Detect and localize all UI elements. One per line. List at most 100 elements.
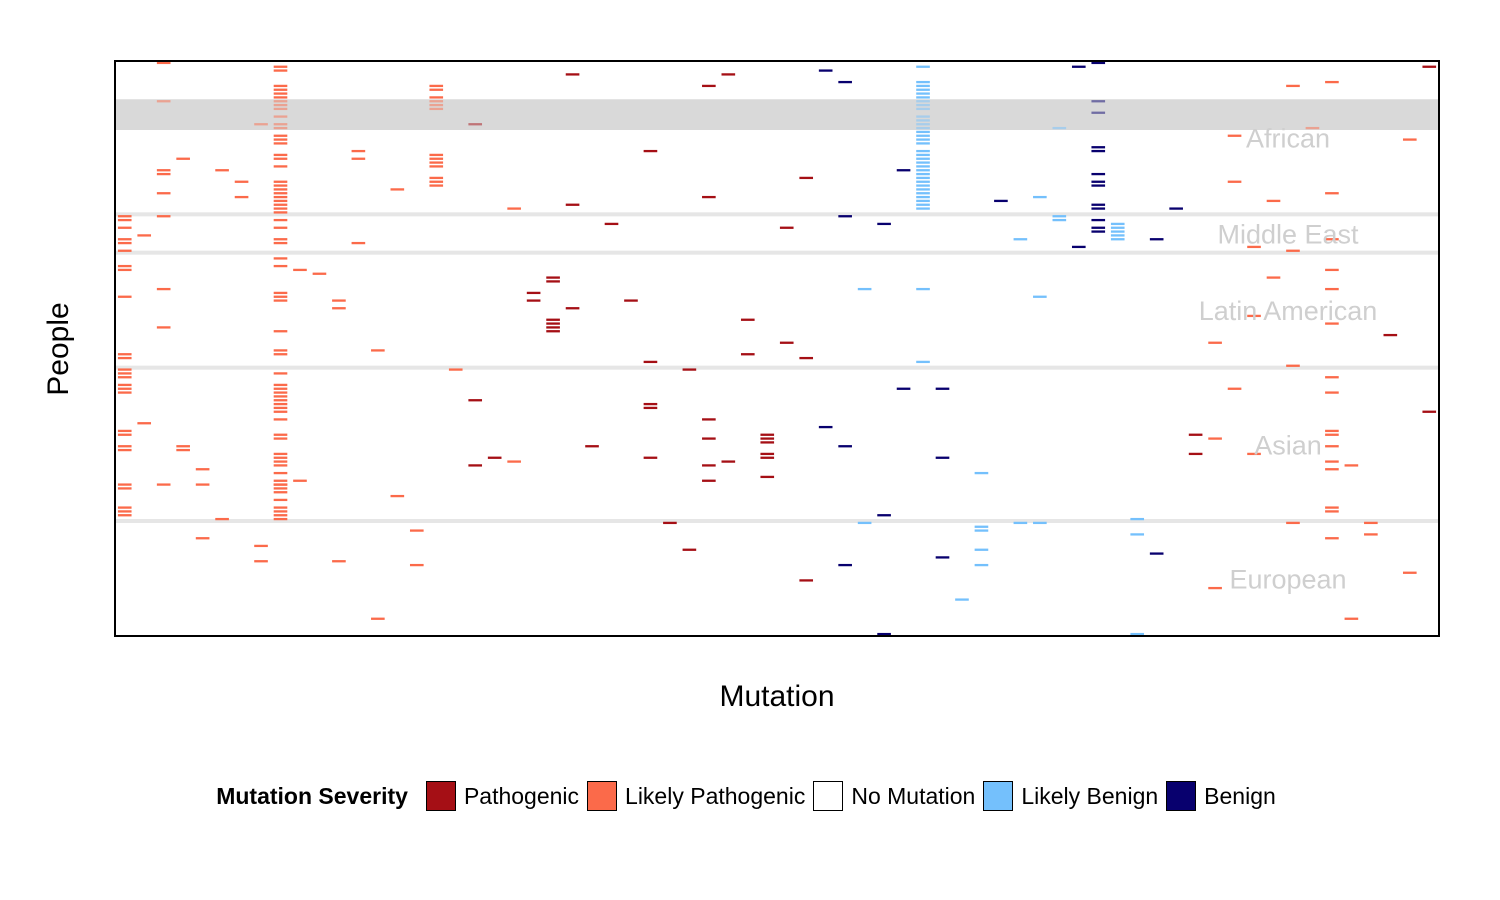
heatmap-cell (1091, 203, 1106, 206)
heatmap-cell (565, 307, 580, 310)
heatmap-cell (935, 387, 950, 390)
heatmap-cell (117, 376, 132, 379)
heatmap-cell (643, 406, 658, 410)
heatmap-cell (468, 464, 483, 467)
heatmap-cell (273, 295, 288, 298)
group-label: Asian (1254, 430, 1322, 460)
heatmap-cell (1227, 387, 1242, 390)
heatmap-cell (273, 69, 288, 72)
heatmap-cell (195, 468, 210, 471)
legend-swatch-pathogenic (425, 781, 456, 811)
heatmap-cell (1266, 276, 1281, 279)
heatmap-cell (916, 188, 930, 191)
heatmap-cell (916, 134, 930, 137)
heatmap-cell (1402, 571, 1417, 574)
heatmap-cell (273, 433, 288, 436)
heatmap-cell (273, 410, 288, 413)
heatmap-cell (273, 399, 288, 402)
heatmap-cell (273, 218, 288, 222)
heatmap-cell (273, 395, 288, 398)
heatmap-cell (1247, 314, 1261, 318)
heatmap-cell (877, 514, 891, 517)
heatmap-cell (117, 295, 132, 298)
heatmap-cell (429, 165, 444, 168)
heatmap-cell (896, 387, 911, 390)
heatmap-cell (1013, 238, 1028, 241)
heatmap-cell (838, 80, 852, 84)
heatmap-cell (1110, 234, 1125, 237)
heatmap-cell (156, 192, 171, 195)
group-separator (115, 250, 1439, 255)
heatmap-cell (156, 169, 171, 172)
heatmap-cell (273, 479, 288, 482)
heatmap-cell (273, 195, 288, 199)
heatmap-cell (273, 299, 288, 302)
heatmap-cell (565, 73, 580, 76)
heatmap-cell (877, 632, 891, 636)
heatmap-cell (1130, 517, 1145, 521)
heatmap-cell (273, 226, 288, 229)
heatmap-cell (916, 88, 930, 91)
heatmap-cell (1091, 61, 1106, 65)
heatmap-cell (273, 184, 288, 187)
heatmap-cell (702, 464, 716, 467)
heatmap-cell (273, 506, 288, 509)
heatmap-cell (760, 433, 775, 436)
heatmap-cell (1286, 249, 1300, 252)
heatmap-cell (643, 402, 658, 406)
heatmap-cell (507, 207, 521, 210)
heatmap-cell (429, 96, 444, 99)
group-separator (115, 519, 1439, 523)
heatmap-cell (916, 65, 930, 68)
heatmap-cell (117, 506, 132, 509)
heatmap-cell (507, 460, 521, 463)
heatmap-cell (273, 383, 288, 387)
heatmap-cell (273, 464, 288, 467)
heatmap-cell (1364, 521, 1378, 525)
heatmap-cell (1013, 521, 1028, 525)
heatmap-cell (546, 330, 560, 333)
heatmap-cell (799, 356, 814, 360)
heatmap-cell (546, 276, 560, 279)
heatmap-cell (916, 195, 930, 199)
heatmap-cell (565, 203, 580, 206)
heatmap-cell (137, 234, 152, 237)
heatmap-cell (1383, 333, 1398, 337)
heatmap-cell (273, 192, 288, 195)
heatmap-cell (273, 460, 288, 463)
heatmap-cell (1169, 207, 1183, 210)
heatmap-cell (117, 483, 132, 486)
heatmap-cell (916, 176, 930, 180)
heatmap-cell (1325, 322, 1339, 325)
group-label: Middle East (1217, 220, 1359, 250)
group-label: Latin American (1199, 296, 1378, 326)
heatmap-cell (351, 241, 366, 245)
heatmap-cell (273, 471, 288, 475)
heatmap-cell (429, 180, 444, 183)
heatmap-cell (916, 180, 930, 183)
heatmap-cell (1325, 433, 1339, 436)
heatmap-cell (702, 84, 716, 88)
heatmap-cell (916, 92, 930, 95)
heatmap-cell (916, 80, 930, 84)
heatmap-cell (429, 88, 444, 91)
heatmap-cell (604, 222, 619, 226)
heatmap-cell (156, 215, 171, 218)
heatmap-cell (760, 437, 775, 440)
heatmap-cell (273, 142, 288, 145)
group-label: African (1246, 124, 1330, 154)
heatmap-cell (273, 437, 288, 440)
legend-swatch-benign (1166, 781, 1197, 811)
heatmap-cell (293, 268, 307, 272)
heatmap-cell (916, 184, 930, 187)
heatmap-cell (1344, 464, 1359, 467)
heatmap-cell (273, 483, 288, 486)
heatmap-cell (371, 349, 385, 352)
heatmap-cell (332, 299, 346, 302)
heatmap-cell (273, 487, 288, 490)
heatmap-cell (273, 452, 288, 456)
heatmap-cell (351, 149, 366, 153)
heatmap-cell (429, 184, 444, 187)
heatmap-cell (1091, 180, 1106, 183)
heatmap-cell (1188, 433, 1203, 436)
